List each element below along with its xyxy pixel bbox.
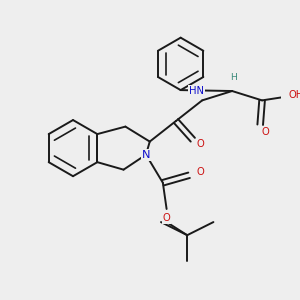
Text: OH: OH — [288, 90, 300, 100]
Text: N: N — [142, 150, 150, 160]
Text: O: O — [261, 127, 269, 137]
Text: HN: HN — [189, 86, 204, 96]
Text: O: O — [163, 213, 170, 223]
Text: O: O — [196, 167, 204, 176]
Text: O: O — [196, 140, 204, 149]
Text: H: H — [231, 74, 237, 82]
